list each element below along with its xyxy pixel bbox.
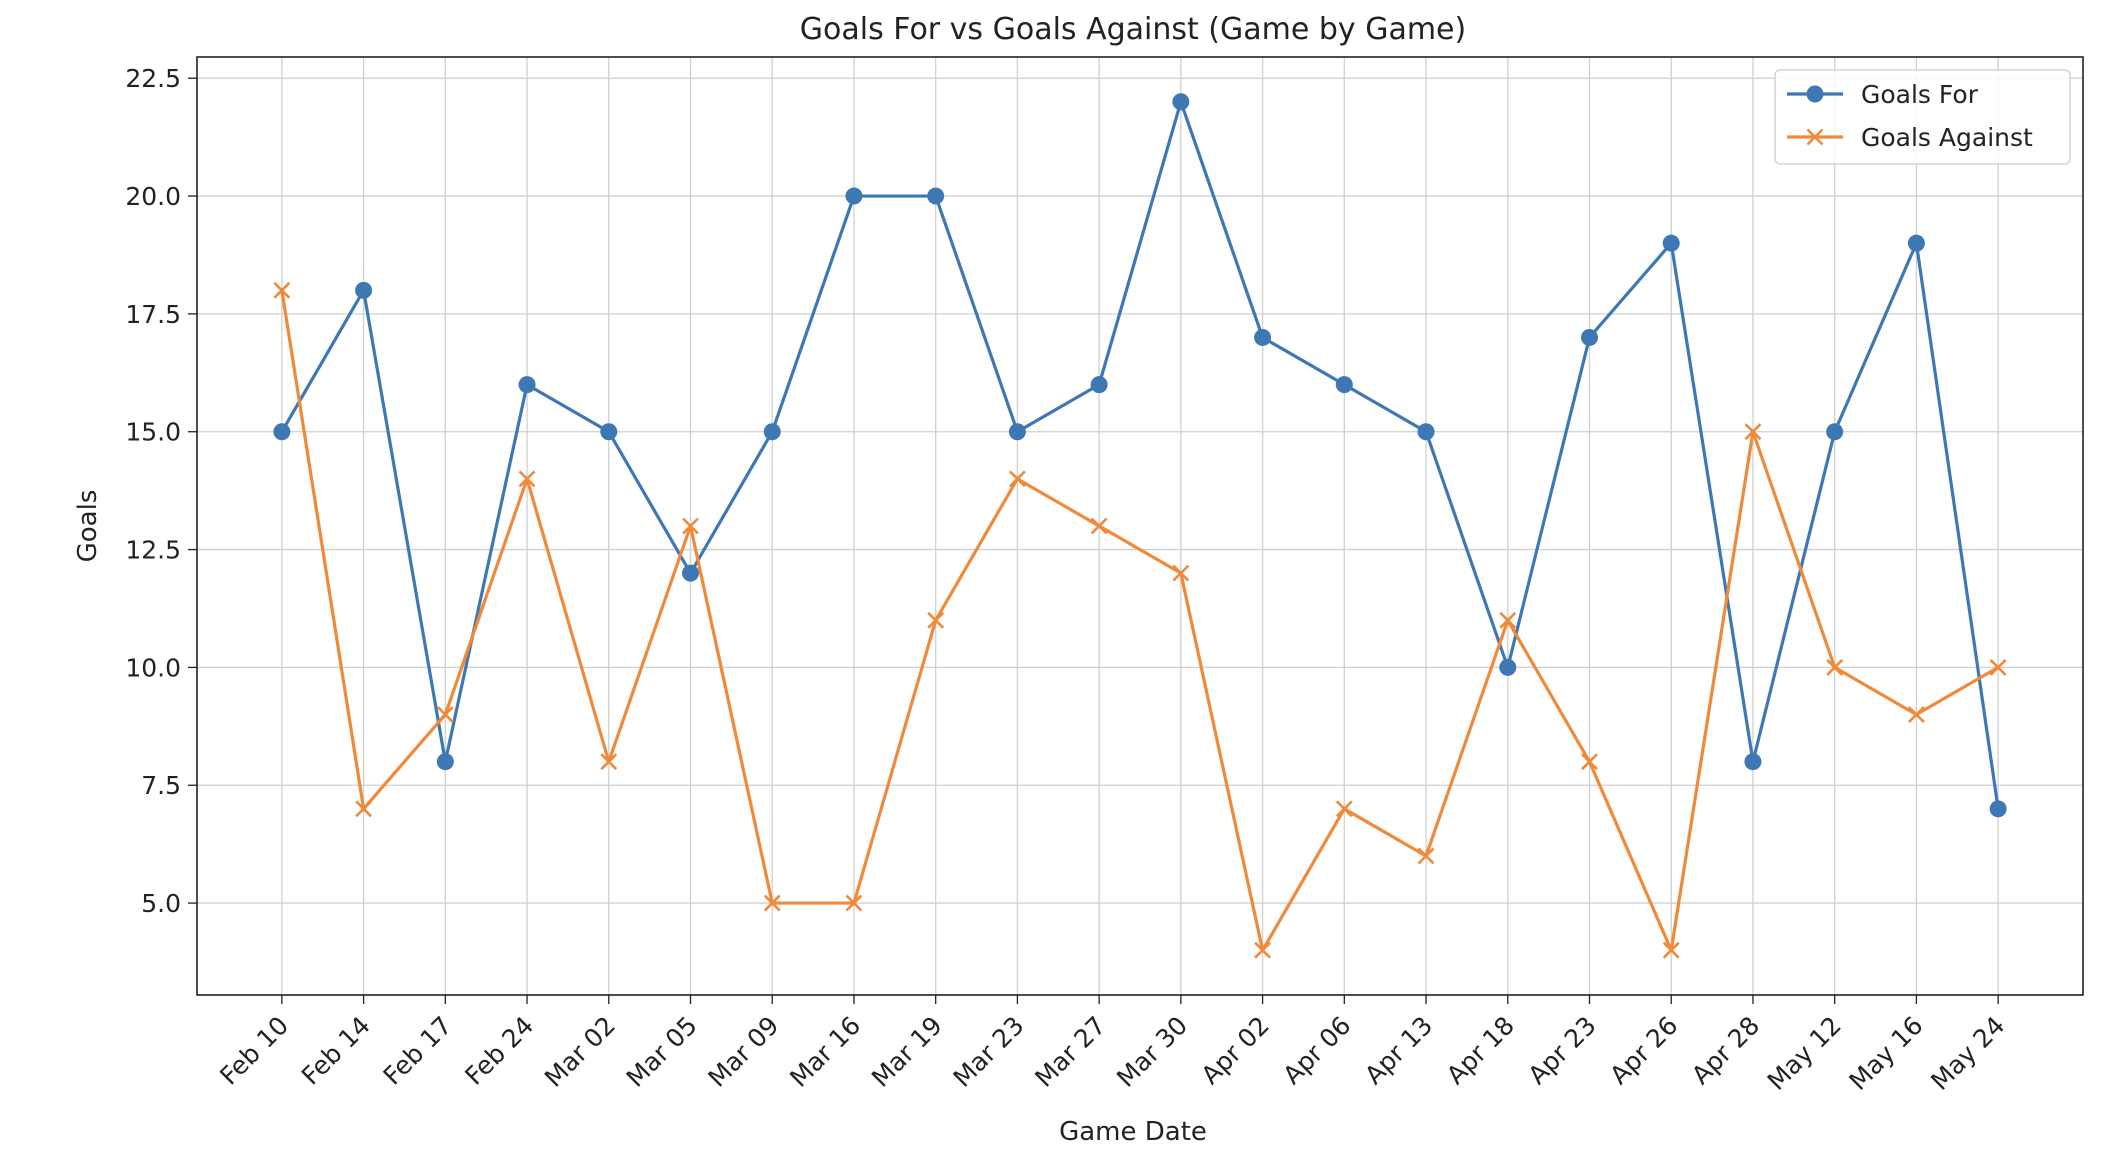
data-point bbox=[1008, 423, 1026, 441]
data-point bbox=[1254, 328, 1272, 346]
y-tick-label: 12.5 bbox=[125, 536, 181, 565]
series-goals-against bbox=[273, 281, 2007, 959]
series-goals-for bbox=[273, 93, 2007, 818]
data-point bbox=[355, 800, 373, 818]
data-point bbox=[1989, 658, 2007, 676]
legend-label: Goals Against bbox=[1861, 123, 2033, 152]
chart-title: Goals For vs Goals Against (Game by Game… bbox=[800, 12, 1466, 47]
data-point bbox=[1989, 800, 2007, 818]
y-tick-label: 20.0 bbox=[125, 182, 181, 211]
data-point bbox=[763, 423, 781, 441]
data-point bbox=[1907, 706, 1925, 723]
series-line bbox=[280, 290, 1999, 952]
data-point bbox=[436, 706, 454, 723]
legend-marker bbox=[1806, 85, 1824, 103]
data-point bbox=[1662, 234, 1680, 252]
data-point bbox=[1826, 658, 1844, 676]
data-point bbox=[1662, 941, 1680, 959]
data-point bbox=[1335, 376, 1353, 394]
legend-label: Goals For bbox=[1861, 80, 1979, 109]
data-point bbox=[682, 517, 699, 535]
y-tick-label: 17.5 bbox=[125, 300, 181, 329]
legend: Goals For Goals Against bbox=[1774, 69, 2071, 165]
data-point bbox=[1499, 611, 1517, 629]
data-point bbox=[1744, 753, 1762, 771]
data-point bbox=[518, 376, 536, 394]
data-point bbox=[927, 611, 945, 629]
data-point bbox=[845, 187, 863, 205]
data-point bbox=[1417, 423, 1435, 441]
data-point bbox=[600, 423, 618, 441]
data-point bbox=[1172, 93, 1190, 111]
y-tick-label: 22.5 bbox=[125, 64, 181, 93]
y-tick-label: 5.0 bbox=[141, 889, 181, 918]
data-point bbox=[682, 564, 700, 582]
data-point bbox=[1744, 423, 1762, 441]
data-point bbox=[1008, 470, 1026, 488]
data-point bbox=[600, 753, 618, 771]
data-point bbox=[273, 423, 291, 441]
data-point bbox=[845, 894, 863, 912]
data-point bbox=[1335, 800, 1353, 818]
y-tick-label: 10.0 bbox=[125, 653, 181, 682]
x-axis-label: Game Date bbox=[1059, 1117, 1207, 1147]
y-tick-label: 7.5 bbox=[141, 771, 181, 800]
legend-box bbox=[1774, 69, 2071, 165]
y-tick-label: 15.0 bbox=[125, 418, 181, 447]
data-point bbox=[1254, 941, 1272, 959]
data-point bbox=[436, 753, 454, 771]
y-axis-label: Goals bbox=[73, 490, 103, 563]
data-point bbox=[273, 281, 291, 299]
data-point bbox=[1826, 423, 1844, 441]
data-point bbox=[763, 894, 781, 912]
data-point bbox=[1581, 753, 1598, 771]
data-point bbox=[927, 187, 945, 205]
data-point bbox=[1580, 328, 1598, 346]
data-point bbox=[1907, 234, 1925, 252]
axes-frame bbox=[196, 56, 2084, 996]
data-point bbox=[355, 281, 373, 299]
data-point bbox=[1172, 564, 1190, 582]
data-point bbox=[1090, 517, 1108, 535]
data-point bbox=[1499, 658, 1517, 676]
data-point bbox=[1417, 847, 1435, 865]
data-point bbox=[518, 470, 536, 488]
legend-marker bbox=[1806, 128, 1824, 146]
data-point bbox=[1090, 376, 1108, 394]
series-line bbox=[280, 100, 2000, 810]
